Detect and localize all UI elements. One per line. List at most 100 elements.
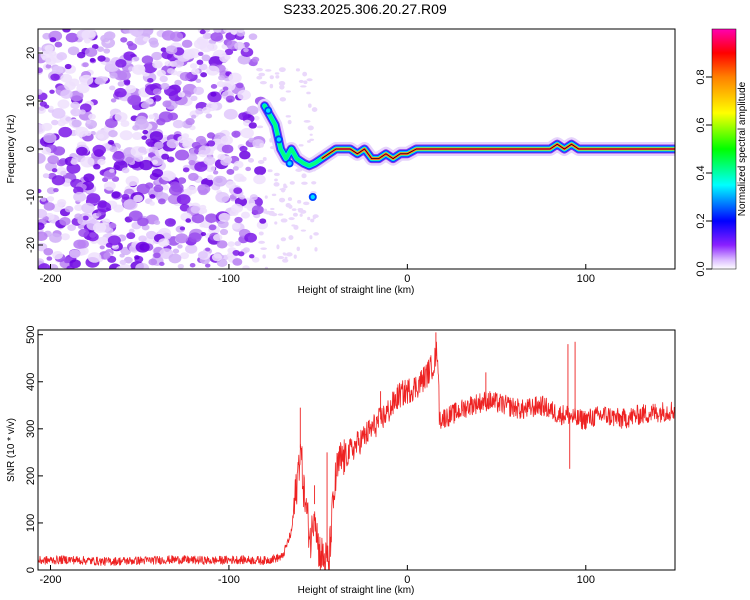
noise-speckle bbox=[140, 101, 150, 109]
y-tick-label: 0 bbox=[25, 146, 37, 152]
noise-speckle bbox=[51, 107, 66, 119]
noise-speckle bbox=[237, 29, 245, 33]
noise-speckle bbox=[179, 226, 186, 231]
noise-speckle bbox=[147, 141, 154, 147]
noise-speckle bbox=[302, 71, 308, 77]
noise-speckle bbox=[248, 122, 257, 129]
ridge-blob-core bbox=[265, 108, 271, 113]
noise-speckle bbox=[291, 224, 296, 227]
noise-speckle bbox=[124, 256, 133, 264]
noise-speckle bbox=[67, 46, 80, 56]
noise-speckle bbox=[234, 216, 243, 224]
colorbar: 0.0 0.2 0.4 0.6 0.8 Normalized spectral ampl… bbox=[695, 28, 748, 277]
noise-speckle bbox=[259, 80, 267, 85]
noise-speckle bbox=[253, 174, 266, 185]
noise-speckle bbox=[93, 163, 101, 170]
noise-speckle bbox=[77, 239, 89, 249]
noise-speckle bbox=[193, 86, 205, 95]
noise-speckle bbox=[59, 216, 71, 226]
noise-speckle bbox=[166, 156, 175, 163]
noise-speckle bbox=[46, 187, 56, 195]
noise-speckle bbox=[217, 219, 229, 229]
noise-speckle bbox=[225, 180, 236, 189]
noise-speckle bbox=[226, 168, 235, 175]
noise-speckle bbox=[38, 222, 45, 230]
colorbar-label: Normalized spectral amplitude bbox=[737, 81, 748, 216]
noise-speckle bbox=[125, 175, 140, 187]
noise-speckle bbox=[92, 222, 107, 233]
noise-speckle bbox=[108, 130, 118, 138]
noise-speckle bbox=[293, 254, 297, 259]
noise-speckle bbox=[189, 263, 196, 268]
noise-speckle bbox=[201, 54, 211, 62]
noise-speckle bbox=[103, 31, 116, 41]
noise-speckle bbox=[126, 232, 136, 240]
noise-speckle bbox=[82, 215, 89, 221]
noise-speckle bbox=[134, 255, 140, 260]
noise-speckle bbox=[303, 119, 311, 123]
noise-speckle bbox=[222, 29, 233, 33]
noise-speckle bbox=[60, 233, 70, 241]
noise-speckle bbox=[38, 123, 46, 135]
noise-speckle bbox=[239, 145, 248, 153]
noise-speckle bbox=[219, 228, 229, 236]
noise-speckle bbox=[264, 195, 268, 199]
x-tick-label: -100 bbox=[218, 574, 240, 586]
noise-speckle bbox=[171, 182, 184, 193]
noise-speckle bbox=[313, 232, 319, 236]
noise-speckle bbox=[99, 245, 105, 250]
noise-speckle bbox=[47, 155, 60, 165]
y-tick-label: 0 bbox=[25, 567, 37, 573]
noise-speckle bbox=[306, 140, 311, 143]
noise-speckle bbox=[224, 48, 234, 56]
noise-speckle bbox=[87, 252, 102, 263]
snr-x-ticks: -200 -100 0 100 bbox=[39, 565, 595, 586]
noise-speckle bbox=[54, 41, 63, 48]
noise-speckle bbox=[139, 159, 153, 171]
spectrogram-x-axis-label: Height of straight line (km) bbox=[298, 285, 415, 296]
y-tick-label: 500 bbox=[25, 326, 37, 344]
noise-speckle bbox=[74, 204, 83, 211]
noise-speckle bbox=[239, 150, 251, 160]
noise-speckle bbox=[57, 99, 70, 109]
snr-panel: -200 -100 0 100 0 100 200 300 400 500 Height of … bbox=[6, 326, 676, 596]
noise-speckle bbox=[240, 127, 254, 139]
noise-speckle bbox=[251, 205, 264, 215]
noise-speckle bbox=[70, 101, 80, 109]
noise-speckle bbox=[104, 118, 118, 129]
noise-speckle bbox=[46, 256, 53, 261]
noise-speckle bbox=[158, 198, 166, 205]
noise-speckle bbox=[48, 105, 54, 110]
x-tick-label: 0 bbox=[404, 574, 410, 586]
noise-speckle bbox=[46, 196, 55, 202]
noise-speckle bbox=[73, 191, 87, 202]
noise-speckle bbox=[98, 250, 111, 260]
noise-speckle bbox=[51, 168, 58, 173]
x-tick-label: 100 bbox=[577, 273, 595, 285]
noise-speckle bbox=[165, 45, 178, 55]
snr-spikes bbox=[299, 332, 576, 562]
noise-speckle bbox=[259, 218, 267, 224]
noise-speckle bbox=[38, 88, 43, 96]
noise-speckle bbox=[127, 95, 141, 106]
noise-speckle bbox=[246, 105, 259, 115]
ridge-blob-core bbox=[310, 194, 315, 200]
noise-speckle bbox=[149, 201, 155, 206]
noise-speckle bbox=[43, 132, 57, 144]
noise-speckle bbox=[51, 175, 66, 186]
noise-speckle bbox=[148, 114, 155, 120]
noise-speckle bbox=[191, 114, 197, 119]
noise-speckle bbox=[123, 199, 138, 211]
noise-speckle bbox=[129, 29, 144, 37]
noise-speckle bbox=[202, 33, 211, 40]
noise-speckle bbox=[153, 184, 164, 193]
noise-speckle bbox=[240, 211, 250, 219]
noise-speckle bbox=[248, 33, 258, 41]
noise-speckle bbox=[297, 199, 302, 204]
noise-speckle bbox=[177, 244, 183, 249]
noise-speckle bbox=[279, 84, 285, 90]
noise-speckle bbox=[108, 222, 117, 229]
spectrogram-y-axis-label: Frequency (Hz) bbox=[6, 115, 17, 184]
snr-x-axis-label: Height of straight line (km) bbox=[298, 585, 415, 596]
noise-speckle bbox=[156, 69, 166, 77]
